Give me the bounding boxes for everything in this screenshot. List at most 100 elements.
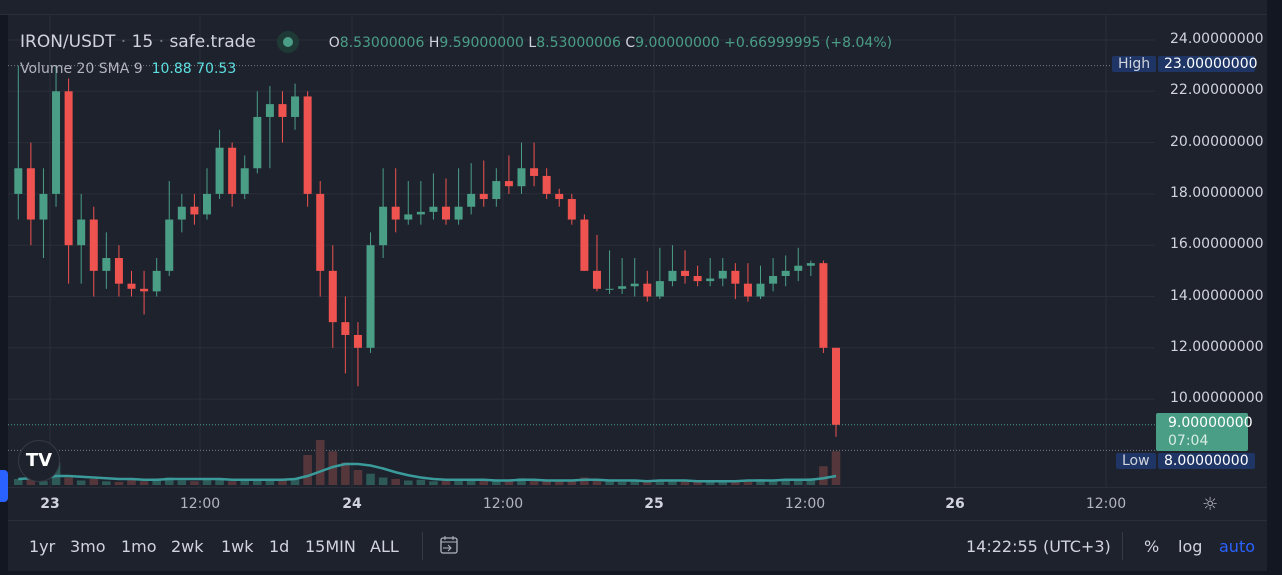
volume-bar <box>831 451 841 485</box>
candle-body <box>391 206 400 220</box>
candle-body <box>718 270 727 279</box>
percent-scale-toggle[interactable]: % <box>1144 537 1160 556</box>
price-tick-label: 10.00000000 <box>1170 390 1264 407</box>
volume-value: 10.88 <box>151 61 192 77</box>
volume-bar <box>303 455 312 485</box>
volume-bar <box>554 479 564 485</box>
candle-body <box>278 104 287 117</box>
candle-body <box>731 270 740 284</box>
candle-body <box>328 270 337 323</box>
volume-bar <box>51 462 61 485</box>
candle-body <box>693 275 702 282</box>
go-to-date-calendar-icon[interactable] <box>439 535 459 555</box>
range-button-2wk[interactable]: 2wk <box>171 537 204 556</box>
range-button-3mo[interactable]: 3mo <box>70 537 106 556</box>
candle-body <box>14 168 23 194</box>
low-value: 8.53000006 <box>536 35 621 51</box>
candle-body <box>190 206 199 215</box>
top-toolbar-edge <box>0 0 1282 15</box>
volume-bar <box>127 479 136 485</box>
volume-bar <box>190 481 199 485</box>
volume-bar <box>731 481 740 485</box>
divider <box>1122 532 1123 560</box>
volume-bar <box>479 480 489 485</box>
candle-body <box>756 283 765 297</box>
volume-bar <box>466 479 476 485</box>
candle-body <box>52 91 61 194</box>
price-axis[interactable] <box>1155 15 1267 487</box>
price-tick-label: 22.00000000 <box>1170 82 1264 99</box>
volume-bar <box>253 479 262 485</box>
symbol-legend: IRON/USDT · 15 · safe.trade O8.53000006 … <box>20 31 892 53</box>
volume-bar <box>177 480 187 485</box>
auto-scale-toggle[interactable]: auto <box>1219 537 1256 556</box>
candle-body <box>379 206 388 246</box>
candle-body <box>555 193 564 200</box>
timezone-clock[interactable]: 14:22:55 (UTC+3) <box>966 537 1111 556</box>
time-tick-label: 12:00 <box>482 496 524 512</box>
volume-bar <box>416 479 426 485</box>
candle-body <box>819 263 828 348</box>
candle-body <box>291 96 300 117</box>
volume-bar <box>718 480 728 485</box>
time-tick-label: 26 <box>945 496 965 512</box>
volume-sma-value: 70.53 <box>196 61 237 77</box>
bottom-toolbar <box>8 520 1267 571</box>
volume-bar <box>215 478 224 485</box>
volume-bar <box>743 479 753 485</box>
candle-body <box>165 219 174 271</box>
tradingview-logo[interactable]: TV <box>18 440 60 482</box>
volume-bar <box>64 477 73 485</box>
candle-body <box>303 96 312 194</box>
log-scale-toggle[interactable]: log <box>1178 537 1203 556</box>
settings-gear-icon[interactable]: ☼ <box>1202 494 1219 515</box>
candle-body <box>404 214 413 220</box>
last-price-tag: 9.00000000 07:04 <box>1156 413 1253 451</box>
time-tick-label: 12:00 <box>179 496 221 512</box>
toggle-sidebar-handle[interactable] <box>0 470 8 502</box>
range-button-all[interactable]: ALL <box>370 537 399 556</box>
candle-body <box>668 270 677 282</box>
volume-bar <box>756 479 765 485</box>
volume-bar <box>14 479 23 485</box>
volume-bar <box>630 480 639 485</box>
ohlc-values: O8.53000006 H9.59000000 L8.53000006 C9.0… <box>329 35 892 51</box>
candle-body <box>140 288 149 292</box>
market-status-icon[interactable] <box>277 31 300 53</box>
volume-bar <box>139 481 149 485</box>
volume-bar <box>806 478 816 485</box>
range-button-1d[interactable]: 1d <box>269 537 290 556</box>
candle-body <box>265 104 274 117</box>
close-key: C <box>625 35 636 51</box>
low-tag: Low <box>1116 453 1156 469</box>
low-key: L <box>528 35 537 51</box>
candle-body <box>567 199 576 220</box>
volume-sma-line <box>18 462 837 483</box>
volume-bar <box>227 481 237 485</box>
candle-body <box>429 206 438 212</box>
candle-body <box>77 219 86 246</box>
change-value: +0.66999995 (+8.04%) <box>724 35 893 51</box>
chart-pane[interactable] <box>8 15 1155 487</box>
candle-body <box>416 211 425 215</box>
volume-label[interactable]: Volume 20 SMA 9 <box>20 61 143 77</box>
range-button-1wk[interactable]: 1wk <box>221 537 254 556</box>
candle-body <box>643 283 652 297</box>
symbol-name[interactable]: IRON/USDT <box>20 32 116 52</box>
time-axis[interactable] <box>8 487 1267 521</box>
volume-bar <box>114 482 124 485</box>
candle-body <box>655 281 664 297</box>
candle-body <box>353 334 362 348</box>
range-button-1mo[interactable]: 1mo <box>121 537 157 556</box>
volume-bar <box>265 479 275 485</box>
volume-bar <box>353 470 363 485</box>
volume-legend: Volume 20 SMA 9 10.88 70.53 <box>20 61 236 77</box>
range-button-1yr[interactable]: 1yr <box>29 537 56 556</box>
volume-bar <box>366 473 375 485</box>
low-value-tag: 8.00000000 <box>1158 453 1255 469</box>
candle-body <box>794 265 803 271</box>
volume-bar <box>290 478 300 485</box>
range-button-15min[interactable]: 15MIN <box>305 537 356 556</box>
volume-bar <box>378 477 388 485</box>
volume-bar <box>441 480 451 485</box>
